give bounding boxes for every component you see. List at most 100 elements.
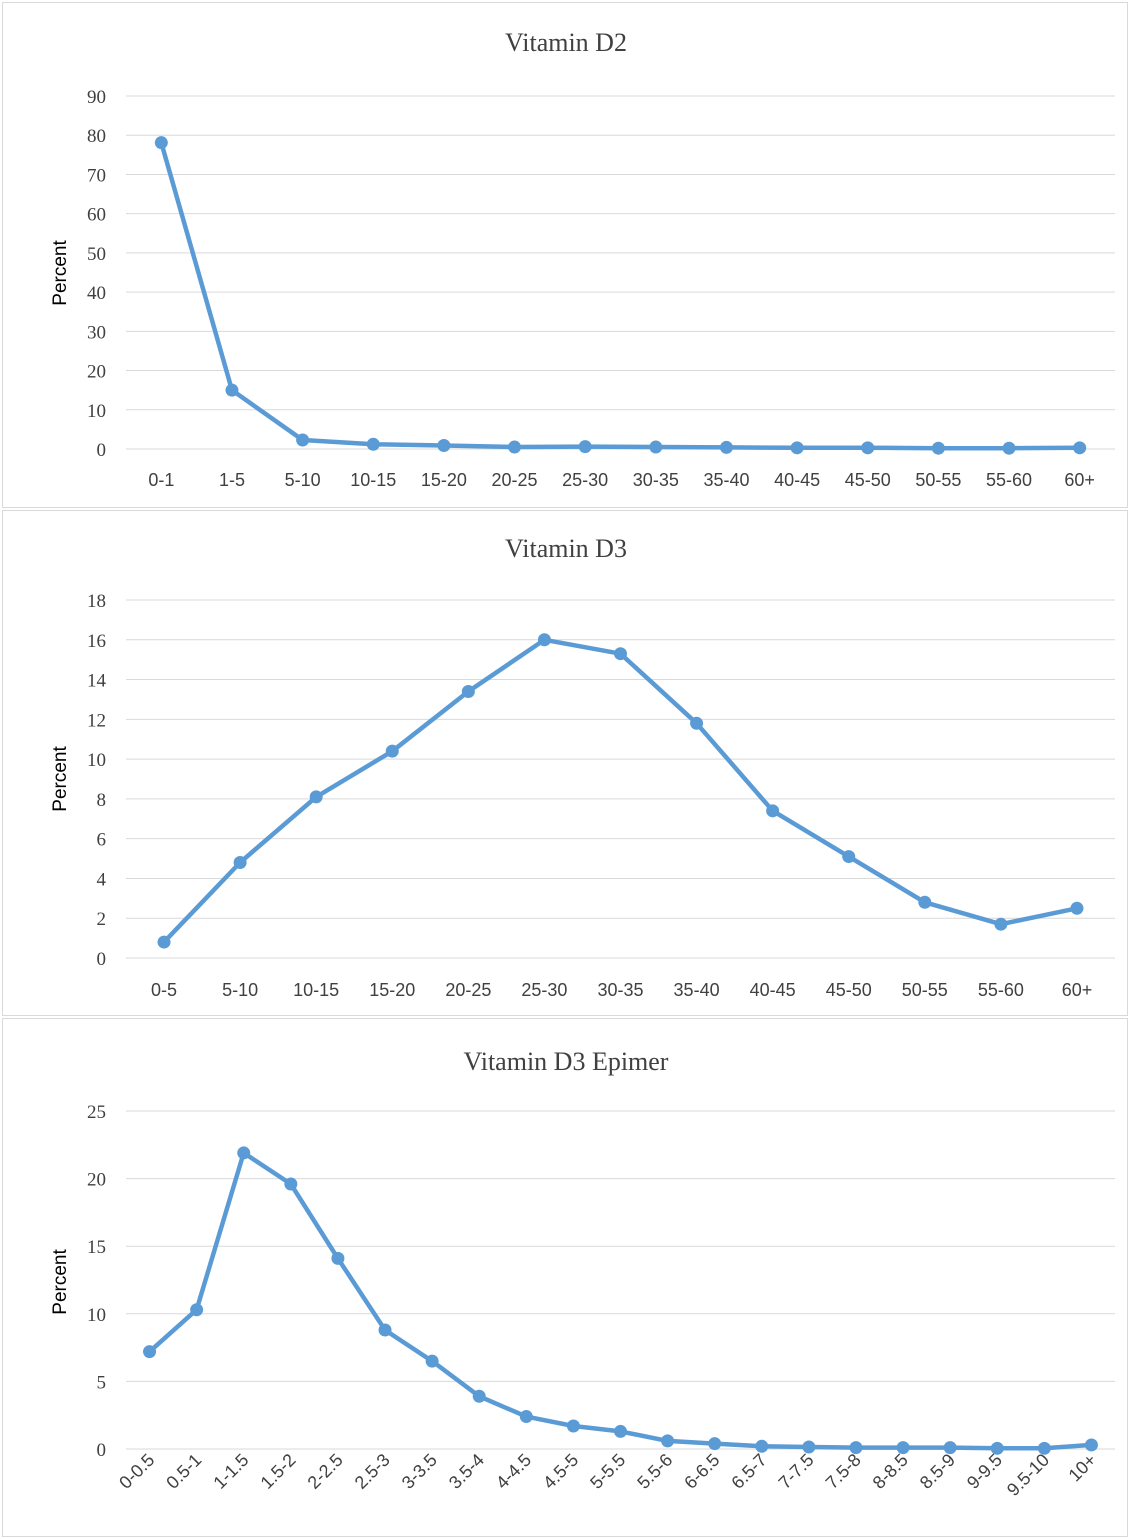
data-point <box>614 1424 627 1438</box>
data-point <box>508 440 522 454</box>
x-tick-label: 10-15 <box>350 470 396 490</box>
data-point <box>690 716 704 730</box>
x-tick-label: 0-0.5 <box>115 1450 158 1493</box>
x-tick-label: 5.5-6 <box>633 1450 676 1493</box>
data-point <box>378 1323 392 1337</box>
x-tick-label: 20-25 <box>445 980 491 1000</box>
data-point <box>755 1439 769 1453</box>
series-line <box>159 140 1082 451</box>
y-tick-label: 60 <box>87 205 106 226</box>
data-point <box>1037 1441 1051 1455</box>
x-tick-label: 6-6.5 <box>680 1450 723 1493</box>
y-tick-label: 10 <box>87 401 106 422</box>
x-tick-label: 4-4.5 <box>492 1450 535 1493</box>
data-point <box>225 383 239 397</box>
y-axis-label: Percent <box>50 1249 71 1315</box>
x-tick-label: 25-30 <box>562 470 608 490</box>
x-tick-label: 55-60 <box>986 470 1032 490</box>
x-tick-label: 45-50 <box>826 980 872 1000</box>
data-point <box>578 440 592 454</box>
data-point <box>1070 901 1084 915</box>
x-tick-label: 45-50 <box>845 470 891 490</box>
y-tick-label: 5 <box>97 1372 107 1393</box>
data-point <box>861 441 875 455</box>
x-tick-label: 30-35 <box>633 470 679 490</box>
series-line <box>147 1150 1094 1451</box>
x-tick-label: 35-40 <box>674 980 720 1000</box>
chart-vitamin-d3: Vitamin D3 Percent 0 2 4 6 8 10 12 14 16 18 0-5 5-… <box>2 510 1128 1016</box>
data-point <box>1084 1438 1098 1452</box>
y-tick-label: 10 <box>87 1305 106 1326</box>
data-point <box>233 856 247 870</box>
x-tick-label: 1.5-2 <box>257 1450 300 1493</box>
x-tick-label: 15-20 <box>369 980 415 1000</box>
data-point <box>849 1441 863 1455</box>
data-point <box>1002 441 1016 455</box>
chart-title: Vitamin D3 <box>505 534 627 563</box>
y-tick-label: 90 <box>87 87 106 108</box>
x-tick-label: 40-45 <box>750 980 796 1000</box>
x-tick-label: 7-7.5 <box>775 1450 818 1493</box>
data-point <box>566 1419 580 1433</box>
data-point <box>519 1410 533 1424</box>
x-tick-label: 0.5-1 <box>162 1450 205 1493</box>
y-tick-label: 50 <box>87 244 106 265</box>
data-point <box>931 441 945 455</box>
x-tick-label: 20-25 <box>492 470 538 490</box>
x-tick-label: 9.5-10 <box>1003 1450 1053 1500</box>
x-tick-label: 6.5-7 <box>727 1450 770 1493</box>
x-tick-label: 10+ <box>1065 1450 1101 1486</box>
y-tick-label: 2 <box>97 909 107 930</box>
x-tick-label: 3.5-4 <box>445 1450 488 1493</box>
y-tick-label: 30 <box>87 322 106 343</box>
y-tick-label: 18 <box>87 591 106 612</box>
data-point <box>614 647 627 661</box>
chart-title: Vitamin D3 Epimer <box>464 1047 669 1076</box>
y-tick-label: 6 <box>97 830 107 851</box>
series <box>154 136 1087 455</box>
y-tick-label: 80 <box>87 126 106 147</box>
chart-vitamin-d2: Vitamin D2 Percent 0 10 20 30 40 50 60 70 80 90 0… <box>2 2 1128 508</box>
x-tick-label: 5-10 <box>285 470 321 490</box>
data-point <box>425 1354 439 1368</box>
y-tick-label: 0 <box>97 949 107 970</box>
x-tick-label: 9-9.5 <box>963 1450 1006 1493</box>
data-point <box>461 684 475 698</box>
y-tick-label: 20 <box>87 1170 106 1191</box>
data-point <box>190 1303 204 1317</box>
y-tick-label: 0 <box>97 440 107 461</box>
chart-canvas: Vitamin D2 Percent 0 10 20 30 40 50 60 70 80 90 0… <box>50 28 1115 490</box>
data-point <box>472 1389 486 1403</box>
x-tick-label: 25-30 <box>521 980 567 1000</box>
data-point <box>842 850 856 864</box>
gridlines <box>126 599 1115 959</box>
y-tick-label: 12 <box>87 710 106 731</box>
data-point <box>994 917 1008 931</box>
data-point <box>802 1440 816 1454</box>
data-point <box>143 1345 157 1359</box>
data-point <box>708 1437 722 1451</box>
x-tick-label: 8-8.5 <box>869 1450 912 1493</box>
y-tick-label: 25 <box>87 1102 106 1123</box>
y-axis-ticks: 0 5 10 15 20 25 <box>87 1102 106 1461</box>
x-tick-label: 15-20 <box>421 470 467 490</box>
y-tick-label: 8 <box>97 790 107 811</box>
data-point <box>537 633 551 647</box>
data-point <box>331 1251 345 1265</box>
y-tick-label: 10 <box>87 750 106 771</box>
data-point <box>237 1146 251 1160</box>
data-point <box>918 895 932 909</box>
data-point <box>990 1441 1004 1455</box>
x-tick-label: 55-60 <box>978 980 1024 1000</box>
x-tick-label: 3-3.5 <box>398 1450 441 1493</box>
data-point <box>385 744 399 758</box>
gridlines <box>126 95 1115 450</box>
x-tick-label: 8.5-9 <box>916 1450 959 1493</box>
data-point <box>437 438 451 452</box>
x-tick-label: 2-2.5 <box>304 1450 347 1493</box>
y-axis-label: Percent <box>50 240 71 306</box>
x-axis-ticks: 0-0.5 0.5-1 1-1.5 1.5-2 2-2.5 2.5-3 3-3.5 3.5-4… <box>115 1450 1100 1500</box>
series <box>143 1146 1098 1455</box>
y-axis-ticks: 0 2 4 6 8 10 12 14 16 18 <box>87 591 107 970</box>
data-point <box>943 1441 957 1455</box>
